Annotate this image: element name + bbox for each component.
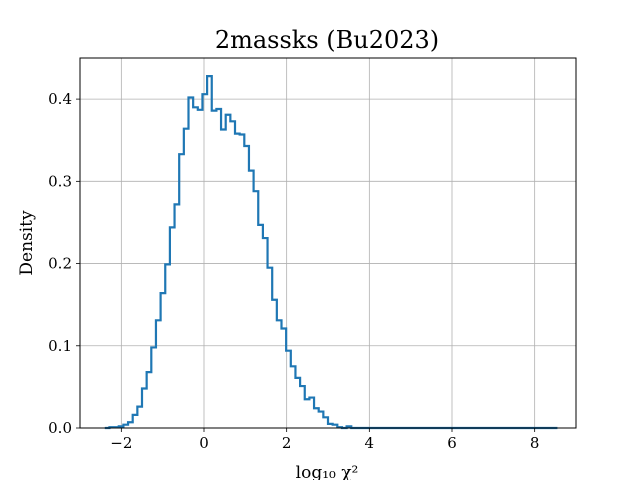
- x-axis-title: log₁₀ χ²: [296, 463, 359, 480]
- y-axis-title: Density: [17, 210, 37, 276]
- y-tick-label: 0.1: [48, 337, 72, 355]
- x-tick-label: 4: [365, 434, 375, 452]
- y-tick-label: 0.2: [48, 255, 72, 273]
- y-tick-label: 0.0: [48, 419, 72, 437]
- x-tick-label: 2: [282, 434, 292, 452]
- x-tick-label: 8: [530, 434, 540, 452]
- plot-frame: [79, 57, 577, 429]
- chart-title: 2massks (Bu2023): [215, 26, 439, 54]
- x-tick-label: 0: [199, 434, 209, 452]
- y-tick-label: 0.3: [48, 172, 72, 190]
- histogram-step-line: [104, 74, 558, 430]
- y-tick-label: 0.4: [48, 90, 72, 108]
- x-tick-label: −2: [110, 434, 132, 452]
- x-tick-label: 6: [447, 434, 457, 452]
- axis-ticks: −2 0 2 4 6 8 0.0 0.1 0.2 0.3 0.4: [48, 90, 539, 452]
